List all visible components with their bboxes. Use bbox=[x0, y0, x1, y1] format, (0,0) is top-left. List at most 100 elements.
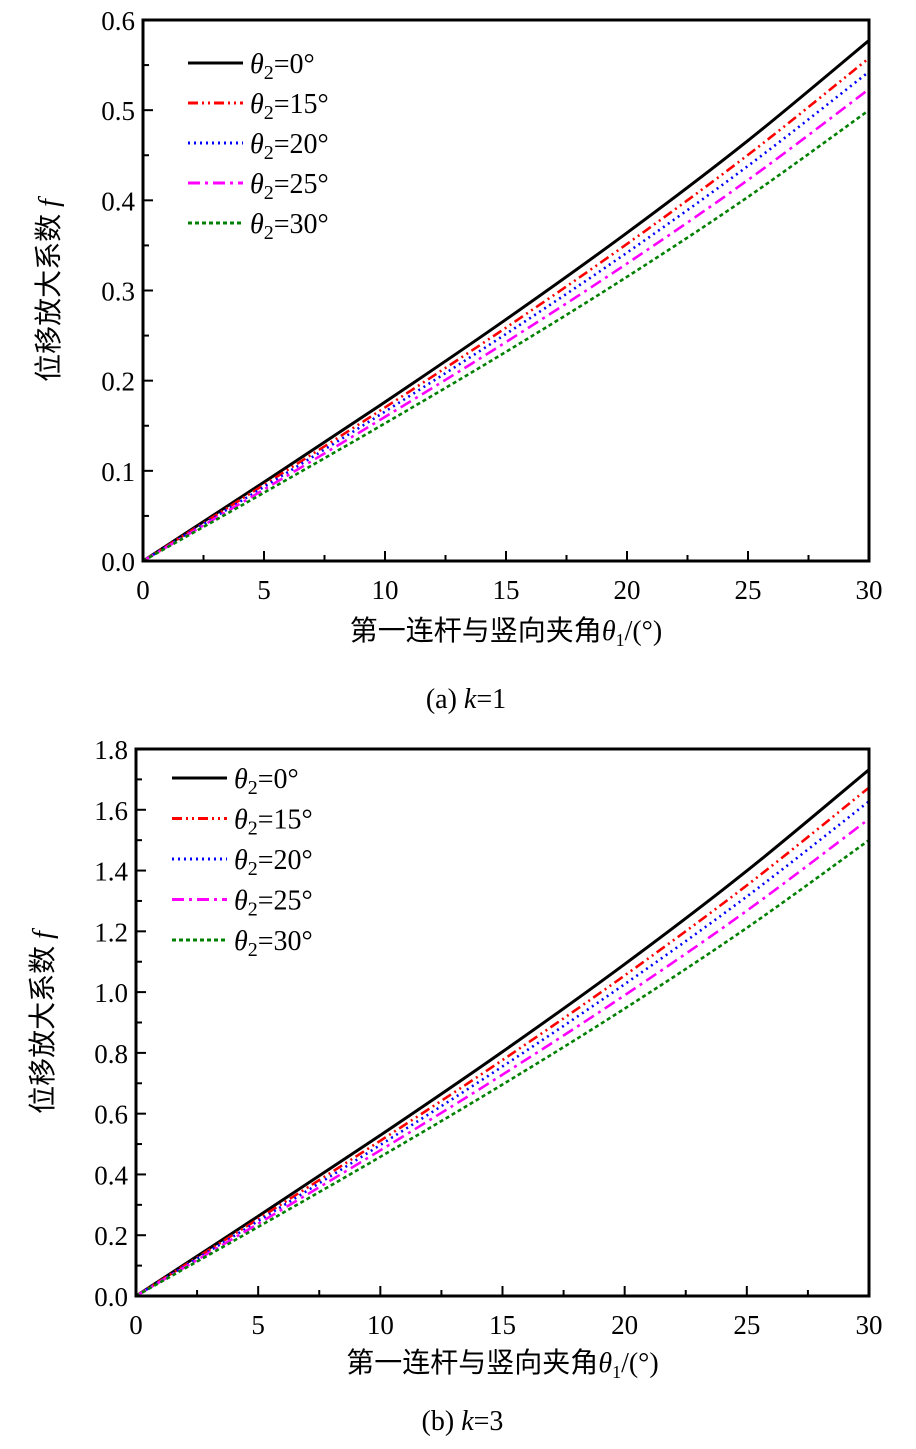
legend-label: θ2=0° bbox=[250, 49, 315, 84]
legend-subscript: 2 bbox=[248, 939, 258, 961]
x-tick-label: 15 bbox=[493, 575, 520, 605]
legend: θ2=0°θ2=15°θ2=20°θ2=25°θ2=30° bbox=[172, 764, 313, 961]
caption-prefix: (a) bbox=[426, 684, 464, 715]
legend-symbol: θ bbox=[250, 49, 264, 80]
x-axis-label-symbol: θ bbox=[598, 1348, 612, 1379]
caption-prefix: (b) bbox=[422, 1406, 462, 1437]
caption-variable: k bbox=[461, 1406, 474, 1437]
legend-symbol: θ bbox=[250, 169, 264, 200]
legend-subscript: 2 bbox=[248, 818, 258, 840]
x-tick-label: 15 bbox=[489, 1310, 516, 1340]
x-tick-label: 10 bbox=[367, 1310, 394, 1340]
legend: θ2=0°θ2=15°θ2=20°θ2=25°θ2=30° bbox=[188, 49, 329, 244]
x-axis-label: 第一连杆与竖向夹角θ1/(°) bbox=[346, 1347, 658, 1382]
caption-value: =1 bbox=[476, 684, 506, 715]
x-tick-label: 25 bbox=[733, 1310, 760, 1340]
legend-subscript: 2 bbox=[264, 62, 274, 84]
legend-value: =0° bbox=[258, 764, 299, 795]
x-axis-label-unit: /(°) bbox=[621, 1348, 659, 1379]
x-tick-label: 30 bbox=[856, 1310, 883, 1340]
x-tick-label: 30 bbox=[856, 575, 883, 605]
y-tick-label: 0.0 bbox=[94, 1282, 128, 1312]
y-tick-label: 0.0 bbox=[101, 547, 135, 577]
legend-subscript: 2 bbox=[248, 777, 258, 799]
series-line bbox=[136, 800, 869, 1296]
series-line bbox=[143, 39, 869, 561]
y-tick-label: 0.4 bbox=[94, 1160, 128, 1190]
legend-label: θ2=30° bbox=[250, 209, 329, 244]
legend-label: θ2=15° bbox=[250, 89, 329, 124]
legend-value: =25° bbox=[258, 886, 313, 917]
legend-subscript: 2 bbox=[248, 899, 258, 921]
y-tick-label: 1.4 bbox=[94, 857, 128, 887]
y-axis-label-text: 位移放大系数 bbox=[27, 939, 59, 1114]
y-axis-label-symbol: f bbox=[34, 196, 65, 207]
y-tick-label: 0.1 bbox=[101, 457, 135, 487]
y-tick-label: 1.0 bbox=[94, 978, 128, 1008]
legend-value: =15° bbox=[274, 89, 329, 120]
x-tick-label: 20 bbox=[611, 1310, 638, 1340]
legend-value: =25° bbox=[274, 169, 329, 200]
chart-a: 0 5 10 15 20 25 300.00.10.20.30.40.50.6θ2=0°θ2… bbox=[33, 6, 883, 715]
y-axis-label-text: 位移放大系数 bbox=[33, 207, 65, 382]
plot-frame bbox=[134, 747, 871, 1298]
chart-b: 0 5 10 15 20 25 30 0.0 0.2 0.4 0.6 0.8 1.0 1.2 1.4 1.6 1… bbox=[27, 735, 883, 1437]
legend-label: θ2=20° bbox=[250, 129, 329, 164]
legend-symbol: θ bbox=[250, 89, 264, 120]
legend-label: θ2=15° bbox=[234, 805, 313, 840]
x-axis-label-text: 第一连杆与竖向夹角 bbox=[350, 615, 602, 647]
y-tick-label: 0.2 bbox=[101, 367, 135, 397]
legend-symbol: θ bbox=[234, 845, 248, 876]
x-axis-label: 第一连杆与竖向夹角θ1/(°) bbox=[350, 615, 662, 650]
series-line bbox=[136, 839, 869, 1296]
x-axis-label-unit: /(°) bbox=[625, 616, 663, 647]
y-tick-label: 1.6 bbox=[94, 796, 128, 826]
series-line bbox=[136, 768, 869, 1296]
series-line bbox=[143, 88, 869, 561]
x-axis-label-symbol: θ bbox=[602, 616, 616, 647]
y-axis-label-symbol: f bbox=[28, 928, 59, 939]
legend-subscript: 2 bbox=[264, 102, 274, 124]
x-axis-label-subscript: 1 bbox=[616, 630, 625, 650]
legend-symbol: θ bbox=[250, 129, 264, 160]
legend-label: θ2=0° bbox=[234, 764, 299, 799]
legend-value: =20° bbox=[258, 845, 313, 876]
legend-value: =30° bbox=[258, 926, 313, 957]
legend-subscript: 2 bbox=[264, 182, 274, 204]
legend-symbol: θ bbox=[234, 805, 248, 836]
y-tick-label: 0.2 bbox=[94, 1221, 128, 1251]
y-axis-label: 位移放大系数 f bbox=[27, 928, 59, 1114]
legend-subscript: 2 bbox=[264, 142, 274, 164]
y-tick-label: 0.4 bbox=[101, 186, 135, 216]
legend-subscript: 2 bbox=[264, 222, 274, 244]
y-tick-label: 1.8 bbox=[94, 735, 128, 765]
series-line bbox=[143, 70, 869, 561]
chart-caption: (b) k=3 bbox=[422, 1406, 504, 1437]
y-axis-label: 位移放大系数 f bbox=[33, 196, 65, 382]
caption-variable: k bbox=[464, 684, 477, 715]
y-tick-label: 0.6 bbox=[101, 6, 135, 36]
series-line bbox=[136, 786, 869, 1296]
y-tick-label: 0.5 bbox=[101, 96, 135, 126]
chart-caption: (a) k=1 bbox=[426, 684, 506, 715]
legend-subscript: 2 bbox=[248, 858, 258, 880]
legend-symbol: θ bbox=[234, 926, 248, 957]
legend-value: =0° bbox=[274, 49, 315, 80]
x-tick-label: 0 bbox=[129, 1310, 143, 1340]
y-tick-label: 0.3 bbox=[101, 277, 135, 307]
x-tick-label: 5 bbox=[257, 575, 271, 605]
y-tick-label: 0.8 bbox=[94, 1039, 128, 1069]
legend-value: =30° bbox=[274, 209, 329, 240]
caption-value: =3 bbox=[474, 1406, 504, 1437]
x-tick-label: 20 bbox=[614, 575, 641, 605]
legend-label: θ2=30° bbox=[234, 926, 313, 961]
legend-symbol: θ bbox=[234, 886, 248, 917]
legend-label: θ2=20° bbox=[234, 845, 313, 880]
x-axis-label-subscript: 1 bbox=[612, 1362, 621, 1382]
series-line bbox=[136, 817, 869, 1296]
legend-symbol: θ bbox=[250, 209, 264, 240]
y-tick-label: 1.2 bbox=[94, 917, 128, 947]
x-tick-label: 5 bbox=[251, 1310, 265, 1340]
x-tick-label: 25 bbox=[735, 575, 762, 605]
